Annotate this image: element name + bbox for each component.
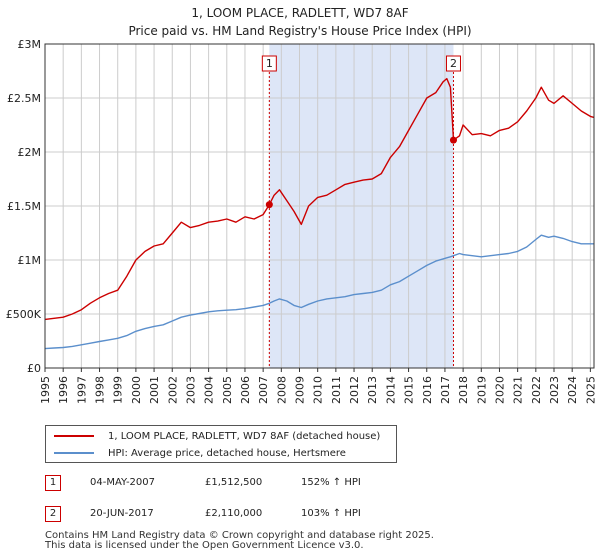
x-tick-label: 2025 xyxy=(584,376,597,404)
plot-border xyxy=(44,43,595,369)
series-layer xyxy=(44,77,595,350)
footer: Contains HM Land Registry data © Crown c… xyxy=(45,531,434,551)
sale-marker-box xyxy=(445,55,461,72)
x-tick-label: 2007 xyxy=(257,376,270,404)
chart-subtitle: Price paid vs. HM Land Registry's House … xyxy=(128,24,472,38)
legend-label-property: 1, LOOM PLACE, RADLETT, WD7 8AF (detache… xyxy=(108,430,381,442)
x-tick-label: 2023 xyxy=(548,376,561,404)
x-tick-label: 2006 xyxy=(239,376,252,404)
sale-hpi-change: 152% ↑ HPI xyxy=(301,477,361,488)
chart-title-block: 1, LOOM PLACE, RADLETT, WD7 8AF Price pa… xyxy=(0,4,600,40)
sale-point xyxy=(265,201,273,209)
legend-item-hpi: HPI: Average price, detached house, Hert… xyxy=(54,445,346,461)
x-tick-label: 1995 xyxy=(39,376,52,404)
sale-number-badge: 2 xyxy=(45,506,61,522)
x-tick-label: 2002 xyxy=(166,376,179,404)
y-tick-label: £2M xyxy=(18,146,42,159)
legend-swatch-hpi xyxy=(54,452,94,454)
x-tick-label: 2014 xyxy=(384,376,397,404)
y-tick-label: £1.5M xyxy=(7,200,41,213)
legend-swatch-property xyxy=(54,435,94,437)
legend-item-property: 1, LOOM PLACE, RADLETT, WD7 8AF (detache… xyxy=(54,428,380,444)
x-axis-ticks: 1995 1996 1997 1998 1999 2000 2001 2002 2003 2004… xyxy=(39,368,597,404)
x-tick-label: 2011 xyxy=(330,376,343,404)
sale-marker-label: 2 xyxy=(450,57,457,70)
sale-hpi-change: 103% ↑ HPI xyxy=(301,508,361,519)
property-series-line xyxy=(44,77,595,321)
x-tick-label: 2020 xyxy=(493,376,506,404)
x-tick-label: 1998 xyxy=(94,376,107,404)
price-chart: £0£500K£1M£1.5M£2M£2.5M£3M 1995 1996 1997 1… xyxy=(6,38,598,404)
footer-copyright: Contains HM Land Registry data © Crown c… xyxy=(45,530,434,541)
footer-license: This data is licensed under the Open Gov… xyxy=(45,540,364,551)
sale-number-badge: 1 xyxy=(45,475,61,491)
x-tick-label: 2015 xyxy=(403,376,416,404)
hpi-series-line xyxy=(44,234,594,350)
sale-price: £2,110,000 xyxy=(205,508,263,519)
x-tick-label: 2009 xyxy=(294,376,307,404)
x-tick-label: 2019 xyxy=(475,376,488,404)
y-tick-label: £2.5M xyxy=(7,92,41,105)
x-tick-label: 2018 xyxy=(457,376,470,404)
x-tick-label: 2004 xyxy=(203,376,216,404)
legend: 1, LOOM PLACE, RADLETT, WD7 8AF (detache… xyxy=(45,425,397,463)
x-tick-label: 2012 xyxy=(348,376,361,404)
sale-date: 20-JUN-2017 xyxy=(90,508,154,519)
x-tick-label: 2021 xyxy=(512,376,525,404)
x-tick-label: 2001 xyxy=(148,376,161,404)
x-tick-label: 2010 xyxy=(312,376,325,404)
y-tick-label: £3M xyxy=(18,38,42,51)
x-tick-label: 1999 xyxy=(112,376,125,404)
y-tick-label: £0 xyxy=(27,362,41,375)
y-tick-label: £1M xyxy=(18,254,42,267)
sale-point xyxy=(449,136,457,144)
x-tick-label: 2013 xyxy=(366,376,379,404)
x-tick-label: 2024 xyxy=(566,376,579,404)
sale-marker-label: 1 xyxy=(266,57,273,70)
x-tick-label: 2008 xyxy=(275,376,288,404)
x-tick-label: 2003 xyxy=(184,376,197,404)
chart-title: 1, LOOM PLACE, RADLETT, WD7 8AF xyxy=(191,6,409,20)
y-tick-label: £500K xyxy=(6,308,42,321)
legend-label-hpi: HPI: Average price, detached house, Hert… xyxy=(108,447,346,459)
sale-marker-box xyxy=(261,55,277,72)
x-tick-label: 1997 xyxy=(75,376,88,404)
x-tick-label: 2022 xyxy=(530,376,543,404)
y-axis-ticks: £0 £500K £1M £1.5M £2M £2.5M £3M xyxy=(6,38,42,375)
x-tick-label: 2017 xyxy=(439,376,452,404)
x-tick-label: 2016 xyxy=(421,376,434,404)
x-tick-label: 1996 xyxy=(57,376,70,404)
sale-date: 04-MAY-2007 xyxy=(90,477,156,488)
sale-price: £1,512,500 xyxy=(205,477,263,488)
x-tick-label: 2005 xyxy=(221,376,234,404)
x-tick-label: 2000 xyxy=(130,376,143,404)
